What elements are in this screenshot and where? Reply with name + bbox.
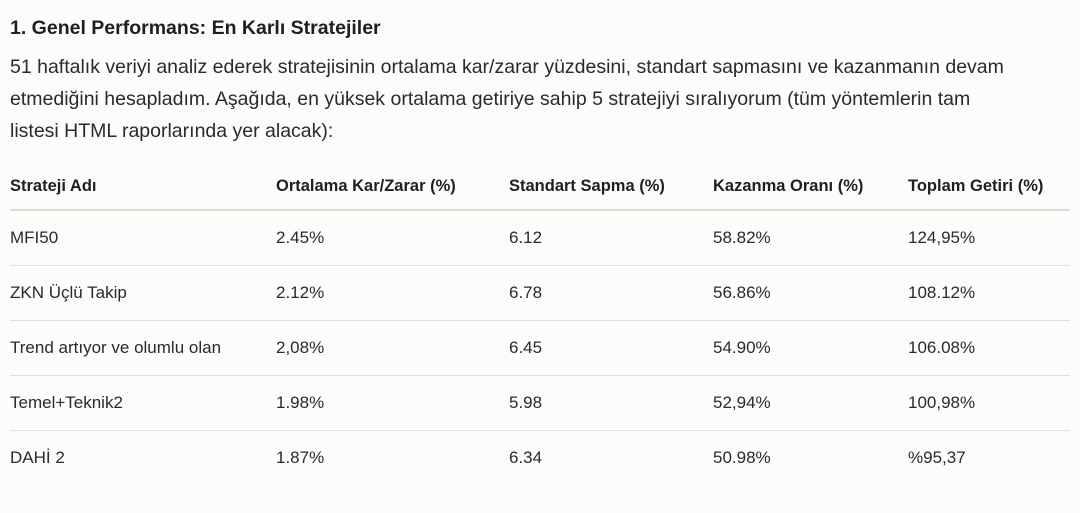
cell-std-dev: 6.78: [509, 265, 713, 321]
table-row: Trend artıyor ve olumlu olan 2,08% 6.45 …: [10, 320, 1070, 376]
cell-std-dev: 6.34: [509, 448, 543, 467]
table-row: MFI50 2.45% 6.12 58.82% 124,95%: [10, 210, 1070, 266]
cell-win-rate: 56.86%: [713, 265, 908, 321]
cell-std-dev: 6.45: [509, 320, 713, 376]
header-strategy-name: Strateji Adı: [10, 163, 276, 211]
cell-strategy-name: DAHİ 2: [10, 448, 65, 467]
cell-average-pnl: 2.45%: [276, 210, 509, 266]
cell-win-rate: 52,94%: [713, 375, 908, 431]
cell-std-dev: 6.12: [509, 210, 713, 266]
cell-strategy-name: MFI50: [10, 210, 276, 266]
intro-paragraph: 51 haftalık veriyi analiz ederek stratej…: [10, 56, 1004, 142]
cell-strategy-name: ZKN Üçlü Takip: [10, 265, 276, 321]
cell-total-return: 108.12%: [908, 265, 1070, 321]
table-row: Temel+Teknik2 1.98% 5.98 52,94% 100,98%: [10, 375, 1070, 431]
section-heading: 1. Genel Performans: En Karlı Stratejile…: [10, 17, 381, 39]
cell-std-dev: 5.98: [509, 375, 713, 431]
cell-average-pnl: 2.12%: [276, 265, 509, 321]
table-header-row: Strateji Adı Ortalama Kar/Zarar (%) Stan…: [10, 163, 1070, 211]
cell-win-rate: 58.82%: [713, 210, 908, 266]
table-row: DAHİ 2 1.87% 6.34 50.98% %95,37: [10, 431, 1070, 486]
cell-total-return: 106.08%: [908, 320, 1070, 376]
cell-average-pnl: 2,08%: [276, 320, 509, 376]
header-total-return: Toplam Getiri (%): [908, 163, 1070, 211]
cell-average-pnl: 1.87%: [276, 448, 325, 467]
cell-average-pnl: 1.98%: [276, 375, 509, 431]
cell-win-rate: 54.90%: [713, 320, 908, 376]
cell-strategy-name: Trend artıyor ve olumlu olan: [10, 320, 276, 376]
cell-total-return: 100,98%: [908, 375, 1070, 431]
document-content: 1. Genel Performans: En Karlı Stratejile…: [10, 17, 1070, 485]
header-std-dev: Standart Sapma (%): [509, 163, 713, 211]
cell-strategy-name: Temel+Teknik2: [10, 375, 276, 431]
header-average-pnl: Ortalama Kar/Zarar (%): [276, 163, 509, 211]
cell-total-return: 124,95%: [908, 210, 1070, 266]
strategy-table: Strateji Adı Ortalama Kar/Zarar (%) Stan…: [10, 163, 1070, 485]
header-win-rate: Kazanma Oranı (%): [713, 163, 908, 211]
cell-total-return: %95,37: [908, 448, 966, 467]
table-row: ZKN Üçlü Takip 2.12% 6.78 56.86% 108.12%: [10, 265, 1070, 321]
cell-win-rate: 50.98%: [713, 448, 771, 467]
